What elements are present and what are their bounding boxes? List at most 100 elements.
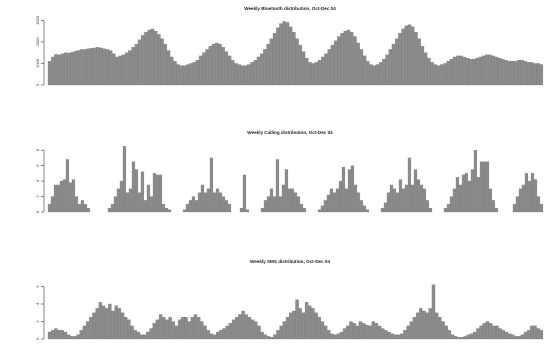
bluetooth-chart: Weekly Bluetooth distribution, Oct-Dec 0… (35, 6, 544, 86)
bar (70, 52, 74, 86)
bar (434, 312, 439, 340)
bar (539, 64, 544, 86)
bar (218, 192, 223, 213)
bar (447, 330, 452, 340)
bar (269, 337, 274, 340)
bar (510, 61, 515, 86)
bar (80, 49, 84, 86)
bar (343, 30, 347, 86)
bar (362, 323, 366, 340)
bar (501, 330, 505, 340)
bar (463, 336, 467, 340)
bar (77, 204, 82, 213)
bar (137, 39, 142, 86)
bar (82, 325, 87, 340)
bar (105, 49, 110, 86)
bars (47, 146, 544, 213)
bar (401, 188, 406, 213)
bar (336, 333, 340, 340)
bar (79, 330, 83, 340)
bar (85, 321, 90, 340)
bar (350, 32, 354, 86)
bar (423, 52, 428, 86)
bar (465, 57, 470, 86)
bar (51, 330, 55, 340)
bar (330, 333, 334, 340)
bar (95, 308, 99, 340)
bar (143, 334, 147, 340)
bar (352, 323, 356, 340)
bar (96, 47, 100, 86)
bar (218, 43, 222, 86)
bar (417, 38, 421, 86)
bar (443, 63, 447, 86)
bar (347, 169, 352, 213)
bar (188, 200, 193, 213)
bar (302, 208, 307, 213)
bar (301, 51, 306, 86)
bar (73, 336, 77, 340)
bar (86, 208, 91, 213)
bar (449, 196, 454, 213)
bar (211, 43, 216, 86)
bar (121, 54, 126, 86)
bar (231, 60, 235, 86)
bar (462, 56, 466, 86)
bar (419, 184, 424, 213)
bar (133, 330, 137, 340)
bar (197, 317, 201, 340)
bar (456, 55, 460, 86)
bar (340, 33, 344, 86)
bar (189, 63, 193, 86)
bar (170, 56, 174, 86)
bar (263, 49, 267, 86)
bar (212, 334, 217, 340)
bar (521, 184, 526, 213)
bar (239, 208, 244, 213)
bar (279, 23, 283, 86)
bar (440, 64, 444, 86)
bar (289, 312, 293, 340)
bar (470, 169, 475, 213)
bar (425, 200, 430, 213)
bar (62, 179, 67, 213)
bar (410, 184, 415, 213)
bar (342, 328, 347, 340)
bar (389, 184, 394, 213)
bar (527, 180, 532, 213)
bar (308, 305, 312, 340)
bar (186, 64, 190, 86)
bar (514, 336, 518, 340)
bar (125, 52, 129, 86)
bar (202, 52, 206, 86)
bar (237, 64, 241, 86)
bar (184, 317, 188, 340)
bar (305, 57, 309, 86)
bar (443, 208, 448, 213)
bar (404, 184, 409, 213)
bar (224, 51, 229, 86)
bar (144, 32, 148, 86)
bar (247, 317, 252, 340)
bar (317, 60, 322, 86)
bar (65, 159, 70, 213)
bar (282, 321, 287, 340)
bar (308, 62, 312, 86)
bar (256, 56, 261, 86)
bar (420, 46, 425, 86)
bar (468, 59, 473, 86)
bar (266, 336, 271, 340)
bar (388, 49, 392, 86)
bar (111, 310, 115, 340)
bar (165, 319, 169, 340)
bar (125, 192, 130, 213)
bar (275, 159, 280, 213)
bar (476, 328, 480, 340)
bars (47, 284, 544, 340)
bar (327, 330, 331, 340)
bar (173, 61, 177, 86)
bar (108, 303, 112, 340)
bar (526, 62, 531, 86)
bar (222, 328, 226, 340)
bar (206, 188, 211, 213)
